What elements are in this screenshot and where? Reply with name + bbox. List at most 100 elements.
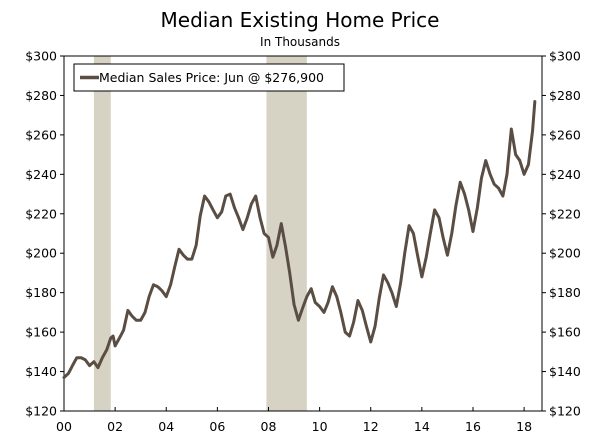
data-point (476, 207, 478, 209)
data-point (467, 209, 469, 211)
data-point (161, 289, 163, 291)
data-point (310, 288, 312, 290)
data-point (259, 217, 261, 219)
data-point (323, 311, 325, 313)
y-tick-label-right: $240 (549, 167, 581, 182)
y-tick-label-left: $260 (25, 127, 57, 142)
data-point (114, 345, 116, 347)
data-point (485, 159, 487, 161)
data-point (433, 209, 435, 211)
data-point (246, 217, 248, 219)
data-point (263, 232, 265, 234)
data-point (212, 209, 214, 211)
data-point (514, 153, 516, 155)
data-point (293, 303, 295, 305)
x-tick-label: 18 (516, 419, 532, 434)
data-point (157, 286, 159, 288)
data-point (348, 335, 350, 337)
y-tick-label-left: $120 (25, 404, 57, 419)
x-tick-label: 06 (209, 419, 225, 434)
data-point (399, 282, 401, 284)
data-point (442, 236, 444, 238)
data-point (387, 282, 389, 284)
y-tick-label-right: $260 (549, 127, 581, 142)
x-tick-label: 04 (158, 419, 174, 434)
data-point (472, 230, 474, 232)
data-point (144, 311, 146, 313)
x-tick-label: 12 (363, 419, 379, 434)
recession-band-1 (93, 56, 111, 411)
data-point (152, 284, 154, 286)
data-point (110, 337, 112, 339)
data-point (340, 311, 342, 313)
data-point (88, 364, 90, 366)
y-tick-label-right: $140 (549, 364, 581, 379)
data-point (178, 248, 180, 250)
data-point (391, 291, 393, 293)
y-tick-label-left: $240 (25, 167, 57, 182)
data-point (374, 325, 376, 327)
data-point (221, 211, 223, 213)
x-tick-label: 14 (414, 419, 430, 434)
y-tick-label-right: $220 (549, 206, 581, 221)
data-point (199, 215, 201, 217)
legend: Median Sales Price: Jun @ $276,900 (73, 63, 345, 92)
data-point (139, 319, 141, 321)
data-point (301, 307, 303, 309)
x-tick-label: 16 (465, 419, 481, 434)
data-point (446, 254, 448, 256)
data-point (105, 349, 107, 351)
x-tick-label: 00 (56, 419, 72, 434)
data-point (195, 244, 197, 246)
y-tick-label-right: $200 (549, 246, 581, 261)
plot-frame (63, 55, 543, 412)
y-tick-label-right: $180 (549, 285, 581, 300)
y-tick-label-left: $160 (25, 325, 57, 340)
data-point (331, 286, 333, 288)
x-tick-label: 10 (312, 419, 328, 434)
data-point (455, 205, 457, 207)
data-point (284, 246, 286, 248)
y-tick-label-left: $220 (25, 206, 57, 221)
data-point (306, 295, 308, 297)
data-point (451, 232, 453, 234)
data-point (416, 254, 418, 256)
y-tick-label-left: $200 (25, 246, 57, 261)
data-point (182, 254, 184, 256)
data-point (463, 193, 465, 195)
recession-shading-layer (93, 56, 307, 411)
data-point (344, 331, 346, 333)
data-point (327, 301, 329, 303)
legend-box (73, 63, 345, 92)
data-point (76, 357, 78, 359)
data-point (237, 217, 239, 219)
data-point (382, 274, 384, 276)
data-point (502, 195, 504, 197)
y-tick-label-right: $120 (549, 404, 581, 419)
data-point (531, 130, 533, 132)
data-point (255, 195, 257, 197)
data-point (352, 321, 354, 323)
data-point (438, 217, 440, 219)
data-point (112, 335, 114, 337)
data-point (404, 252, 406, 254)
x-tick-label: 02 (107, 419, 123, 434)
data-point (497, 187, 499, 189)
data-point (148, 295, 150, 297)
data-point (280, 222, 282, 224)
data-point (429, 232, 431, 234)
data-point (297, 319, 299, 321)
data-point (395, 305, 397, 307)
data-point (480, 177, 482, 179)
data-point (186, 258, 188, 260)
data-point (203, 195, 205, 197)
data-point (459, 181, 461, 183)
data-point (225, 195, 227, 197)
data-point (336, 295, 338, 297)
data-point (67, 372, 69, 374)
data-point (272, 256, 274, 258)
x-tick-label: 08 (261, 419, 277, 434)
data-point (421, 276, 423, 278)
data-point (493, 183, 495, 185)
data-point (97, 366, 99, 368)
